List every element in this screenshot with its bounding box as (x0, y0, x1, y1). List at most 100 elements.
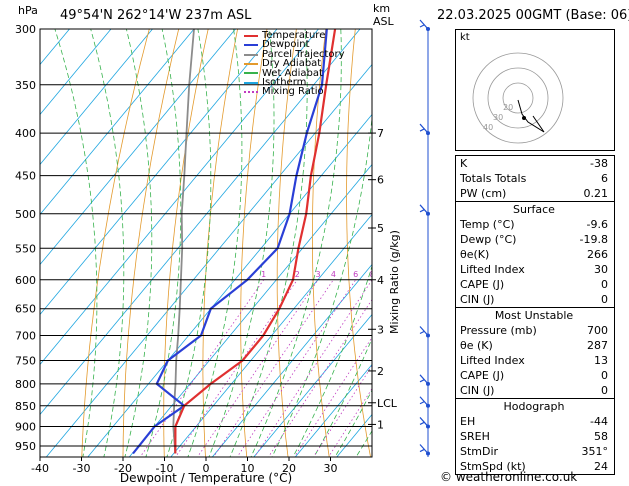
row-value: 266 (587, 248, 608, 261)
dry-adiabat-line (311, 29, 330, 457)
table-row: EH -44 (456, 414, 614, 429)
table-row: θe (K) 287 (456, 338, 614, 353)
temp-tick-label: 30 (324, 462, 338, 475)
table-row: CIN (J) 0 (456, 292, 614, 307)
row-label: Lifted Index (460, 354, 525, 367)
pressure-tick-label: 350 (15, 79, 36, 92)
wet-adiabat-line (145, 29, 182, 457)
dry-adiabat-line (412, 4, 460, 482)
mixing-ratio-label: 15 (405, 270, 415, 279)
legend-swatch (244, 53, 258, 56)
mixing-ratio-label: 4 (331, 270, 336, 279)
km-unit: km (373, 2, 391, 15)
mixing-ratio-line (236, 279, 357, 457)
temperature-line (174, 29, 337, 454)
row-label: θe (K) (460, 339, 493, 352)
dry-adiabat-line (346, 29, 371, 457)
legend-swatch (244, 91, 258, 94)
wet-adiabat-line (208, 29, 275, 457)
hodograph-ring (472, 52, 564, 144)
mixing-ratio-line (139, 279, 265, 457)
row-label: Pressure (mb) (460, 324, 537, 337)
row-label: Totals Totals (460, 172, 527, 185)
km-tick-label: 6 (377, 174, 384, 187)
legend-label: Dewpoint (262, 39, 310, 51)
wind-barb-dot (426, 451, 430, 456)
table-row: Lifted Index 13 (456, 353, 614, 368)
mixing-ratio-line (312, 365, 372, 457)
table-row: Temp (°C) -9.6 (456, 217, 614, 232)
pressure-tick-label: 950 (15, 440, 36, 453)
pressure-tick-label: 450 (15, 170, 36, 183)
km-tick-label: 7 (377, 127, 384, 140)
indices-rows: K -38 Totals Totals 6 PW (cm) 0.21 Surface Temp… (456, 156, 614, 474)
date-title: 22.03.2025 00GMT (Base: 06) (437, 8, 629, 23)
km-tick-label: 2 (377, 365, 384, 378)
legend-item: Parcel Trajectory (244, 48, 345, 60)
table-row: Dewp (°C) -19.8 (456, 232, 614, 247)
row-value: 0 (601, 384, 608, 397)
wind-barb (419, 24, 425, 28)
isotherm-line (45, 63, 372, 457)
mixing-ratio-label: 3 (316, 270, 321, 279)
indices-table: K -38 Totals Totals 6 PW (cm) 0.21 Surface Temp… (455, 155, 615, 475)
temp-tick-label: -10 (156, 462, 174, 475)
isotherm-line (170, 213, 372, 457)
wind-barb (419, 19, 429, 30)
hpa-unit: hPa (18, 4, 38, 17)
isotherm-line (253, 313, 372, 457)
wet-adiabat-line (250, 29, 342, 457)
dewpoint-line (132, 29, 328, 455)
temp-tick-label: -20 (114, 462, 132, 475)
mixing-ratio-label: 6 (353, 270, 358, 279)
dry-adiabat-line (240, 29, 268, 457)
parcel-trajectory-line (172, 29, 195, 454)
wind-barb-dot (426, 131, 430, 136)
hodograph-trace (517, 99, 545, 133)
legend-item: Dewpoint (244, 39, 345, 51)
table-row: Totals Totals 6 (456, 171, 614, 186)
row-value: -9.6 (586, 218, 608, 231)
wind-barb (419, 128, 425, 132)
pressure-tick-label: 600 (15, 274, 36, 287)
table-row: Pressure (mb) 700 (456, 323, 614, 338)
isotherm-line (40, 29, 112, 116)
x-axis-label: Dewpoint / Temperature (°C) (120, 471, 292, 485)
hodograph-unit: kt (460, 32, 470, 43)
wind-barb (419, 204, 429, 215)
isotherm-line (40, 29, 237, 266)
pressure-tick-label: 400 (15, 127, 36, 140)
row-label: StmSpd (kt) (460, 460, 526, 473)
pressure-tick-label: 900 (15, 420, 36, 433)
hodograph-ring-label: 30 (493, 113, 503, 122)
km-tick-label: 1 (377, 418, 384, 431)
section-title: Most Unstable (456, 307, 614, 323)
location-title: 49°54'N 262°14'W 237m ASL (60, 8, 252, 23)
isotherm-line (40, 29, 195, 216)
plot-area: 12346810152025 (40, 4, 460, 482)
wet-adiabat-line (187, 29, 243, 457)
row-label: EH (460, 415, 476, 428)
row-label: Dewp (°C) (460, 233, 517, 246)
legend-label: Parcel Trajectory (262, 48, 345, 60)
table-row: CAPE (J) 0 (456, 277, 614, 292)
temp-tick-label: -40 (31, 462, 49, 475)
wet-adiabat-line (271, 114, 372, 457)
wind-barb (419, 421, 425, 425)
legend-item: Mixing Ratio (244, 87, 345, 97)
pressure-tick-label: 750 (15, 354, 36, 367)
pressure-tick-label: 550 (15, 242, 36, 255)
wind-barb (419, 379, 425, 383)
row-label: CAPE (J) (460, 278, 505, 291)
wind-barb-dot (426, 333, 430, 338)
hodograph-ring (487, 67, 549, 129)
pressure-tick-label: 800 (15, 378, 36, 391)
row-label: Temp (°C) (460, 218, 515, 231)
table-row: Lifted Index 30 (456, 262, 614, 277)
section-title: Surface (456, 201, 614, 217)
km-tick-label: 5 (377, 222, 384, 235)
row-label: θe(K) (460, 248, 490, 261)
table-row: SREH 58 (456, 429, 614, 444)
dry-adiabat-line (81, 29, 150, 457)
